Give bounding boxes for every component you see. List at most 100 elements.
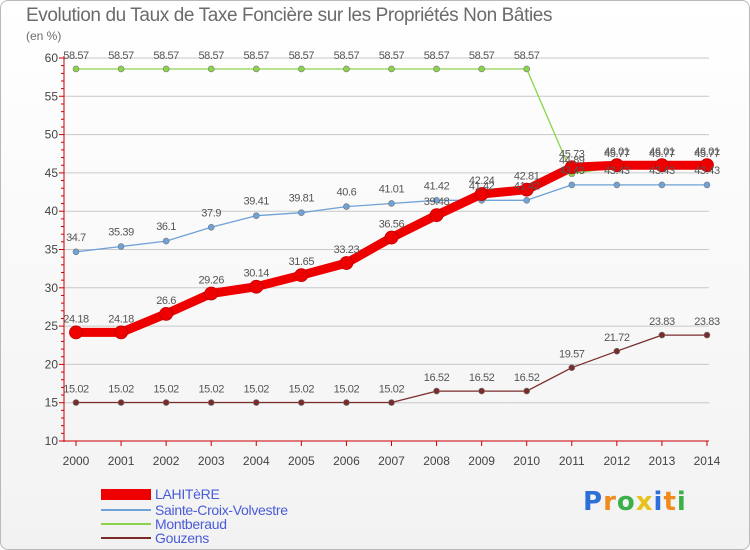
point-sainte-croix-volvestre-2004 xyxy=(252,212,260,220)
point-gouzens-2007 xyxy=(388,399,395,406)
point-sainte-croix-volvestre-2006 xyxy=(343,203,350,210)
data-label-montberaud-2004: 58.57 xyxy=(244,50,270,62)
point-lahitere-2008 xyxy=(429,208,444,223)
point-lahitere-2001 xyxy=(114,325,128,340)
point-montberaud-2006 xyxy=(343,65,350,73)
data-label-sainte-croix-volvestre-2000: 34.7 xyxy=(66,232,86,244)
chart-subtitle: (en %) xyxy=(26,29,62,43)
data-label-montberaud-2011: 44.89 xyxy=(559,155,585,167)
data-label-montberaud-2010: 58.57 xyxy=(514,50,540,62)
point-sainte-croix-volvestre-2011 xyxy=(568,181,576,189)
data-label-gouzens-2002: 15.02 xyxy=(153,384,179,396)
point-lahitere-2006 xyxy=(339,256,354,270)
chart-title: Evolution du Taux de Taxe Foncière sur l… xyxy=(26,5,553,26)
data-label-gouzens-2013: 23.83 xyxy=(649,316,675,328)
data-label-sainte-croix-volvestre-2004: 39.41 xyxy=(244,196,270,208)
data-label-lahitere-2009: 42.24 xyxy=(469,175,495,187)
data-label-montberaud-2013: 45.77 xyxy=(649,148,675,160)
data-label-sainte-croix-volvestre-2001: 35.39 xyxy=(108,227,134,239)
x-tick-label-2009: 2009 xyxy=(468,454,495,468)
data-label-montberaud-2007: 58.57 xyxy=(379,50,405,62)
data-label-lahitere-2003: 29.26 xyxy=(198,274,224,286)
legend-swatch-lahitere xyxy=(101,489,151,500)
point-lahitere-2000 xyxy=(69,325,83,340)
logo-letter: x xyxy=(635,487,654,517)
point-sainte-croix-volvestre-2008 xyxy=(433,197,440,204)
point-montberaud-2001 xyxy=(117,65,125,73)
data-label-montberaud-2005: 58.57 xyxy=(289,50,315,62)
data-label-sainte-croix-volvestre-2014: 43.43 xyxy=(694,165,720,177)
legend-label-sainte-croix-volvestre: Sainte-Croix-Volvestre xyxy=(155,502,288,518)
point-montberaud-2000 xyxy=(72,65,80,73)
x-tick-label-2003: 2003 xyxy=(198,454,225,468)
point-lahitere-2010 xyxy=(519,182,534,197)
data-label-sainte-croix-volvestre-2007: 41.01 xyxy=(379,183,405,195)
data-label-lahitere-2011: 45.73 xyxy=(559,148,585,160)
x-tick-label-2006: 2006 xyxy=(333,454,360,468)
y-tick-label-60: 60 xyxy=(45,51,59,65)
legend-label-montberaud: Montberaud xyxy=(155,516,227,532)
data-label-lahitere-2005: 31.65 xyxy=(289,256,315,268)
data-label-montberaud-2012: 45.77 xyxy=(604,148,630,160)
logo-letter: P xyxy=(583,487,604,517)
point-gouzens-2010 xyxy=(523,387,531,395)
data-label-gouzens-2005: 15.02 xyxy=(289,384,315,396)
point-montberaud-2008 xyxy=(433,65,440,73)
data-label-gouzens-2012: 21.72 xyxy=(604,332,630,344)
point-gouzens-2001 xyxy=(117,399,125,406)
data-label-lahitere-2001: 24.18 xyxy=(108,313,134,325)
y-tick-label-15: 15 xyxy=(45,396,59,410)
data-label-montberaud-2006: 58.57 xyxy=(334,50,360,62)
data-label-sainte-croix-volvestre-2006: 40.6 xyxy=(337,187,357,199)
y-tick-label-35: 35 xyxy=(45,243,59,257)
legend-swatch-montberaud xyxy=(101,523,151,525)
point-montberaud-2009 xyxy=(478,65,485,73)
data-label-gouzens-2014: 23.83 xyxy=(694,316,720,328)
point-gouzens-2011 xyxy=(568,364,576,371)
data-label-gouzens-2000: 15.02 xyxy=(63,384,89,396)
proxiti-logo: Proxiti xyxy=(583,487,687,517)
data-label-montberaud-2003: 58.57 xyxy=(198,50,224,62)
legend-label-gouzens: Gouzens xyxy=(155,530,209,546)
point-lahitere-2014 xyxy=(700,158,714,173)
y-tick-label-10: 10 xyxy=(45,434,59,448)
data-label-lahitere-2008: 39.48 xyxy=(424,196,450,208)
data-label-gouzens-2004: 15.02 xyxy=(244,384,270,396)
data-label-sainte-croix-volvestre-2002: 36.1 xyxy=(156,221,176,233)
point-montberaud-2002 xyxy=(162,65,170,73)
point-gouzens-2006 xyxy=(343,399,350,406)
data-label-montberaud-2002: 58.57 xyxy=(153,50,179,62)
y-tick-label-20: 20 xyxy=(45,357,59,371)
x-tick-label-2008: 2008 xyxy=(423,454,450,468)
point-sainte-croix-volvestre-2005 xyxy=(298,209,305,216)
point-montberaud-2010 xyxy=(523,65,531,73)
point-gouzens-2009 xyxy=(478,387,485,395)
data-label-lahitere-2006: 33.23 xyxy=(334,244,360,256)
point-sainte-croix-volvestre-2001 xyxy=(117,243,125,250)
data-label-sainte-croix-volvestre-2010: 41.42 xyxy=(514,180,540,192)
point-sainte-croix-volvestre-2000 xyxy=(72,248,80,256)
data-label-gouzens-2009: 16.52 xyxy=(469,372,495,384)
y-tick-label-30: 30 xyxy=(45,281,59,295)
data-label-sainte-croix-volvestre-2008: 41.42 xyxy=(424,180,450,192)
data-label-sainte-croix-volvestre-2012: 43.43 xyxy=(604,165,630,177)
data-label-montberaud-2009: 58.57 xyxy=(469,50,495,62)
x-tick-label-2014: 2014 xyxy=(694,454,721,468)
x-tick-label-2005: 2005 xyxy=(288,454,315,468)
data-label-gouzens-2007: 15.02 xyxy=(379,384,405,396)
point-montberaud-2005 xyxy=(298,65,305,73)
point-gouzens-2004 xyxy=(252,399,260,406)
point-gouzens-2008 xyxy=(433,387,440,395)
y-tick-label-40: 40 xyxy=(45,204,59,218)
point-sainte-croix-volvestre-2002 xyxy=(162,237,170,245)
point-lahitere-2003 xyxy=(204,286,219,301)
point-lahitere-2004 xyxy=(249,279,264,294)
point-sainte-croix-volvestre-2003 xyxy=(207,223,215,231)
x-tick-label-2010: 2010 xyxy=(513,454,540,468)
data-label-lahitere-2002: 26.6 xyxy=(156,295,176,307)
x-tick-label-2004: 2004 xyxy=(243,454,270,468)
x-tick-label-2000: 2000 xyxy=(63,454,90,468)
x-tick-label-2001: 2001 xyxy=(108,454,135,468)
